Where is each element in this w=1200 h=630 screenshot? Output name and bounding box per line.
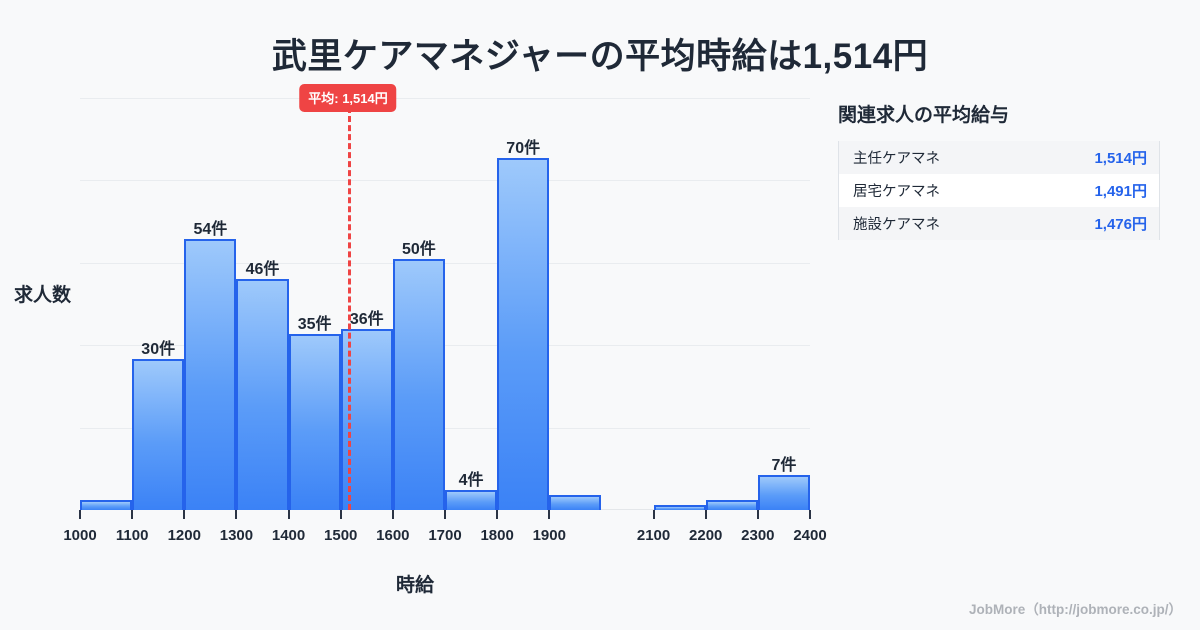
x-axis-tick-label: 1600 [376,527,410,544]
gridline [80,180,810,182]
histogram-bar[interactable] [184,238,237,510]
x-axis-tick [496,510,499,519]
y-axis-title: 求人数 [14,285,72,306]
histogram-bar[interactable] [236,278,289,510]
x-axis-tick [548,510,551,519]
plot-area: 30件 54件 46件 35件 36件 50件 4件 70件 7件 平均: 1,514円 [80,84,810,510]
related-salary-row[interactable]: 居宅ケアマネ 1,491円 [839,174,1159,207]
related-salary-row-label: 居宅ケアマネ [853,184,940,200]
histogram-bar[interactable] [80,499,133,510]
bar-value-label: 46件 [245,260,280,278]
related-salary-row[interactable]: 主任ケアマネ 1,514円 [839,141,1159,174]
histogram-bar[interactable] [497,158,550,510]
bar-value-label: 35件 [297,316,332,334]
x-axis-tick-label: 2300 [741,527,775,544]
bar-value-label: 54件 [193,220,228,238]
page-title: 武里ケアマネジャーの平均時給は1,514円 [271,37,929,76]
related-salary-heading: 関連求人の平均給与 [838,105,1010,126]
x-axis-tick-label: 1300 [219,527,254,544]
chart-container: 求人数 30件 54件 46件 35件 36件 50件 4件 70件 7件 平均: 1,514円 … [0,84,830,596]
x-axis-tick [704,510,707,519]
x-axis-tick-label: 1500 [324,527,358,544]
x-axis-tick-label: 1700 [428,527,462,544]
x-axis-tick [444,510,446,519]
x-axis-tick-label: 1800 [480,527,514,544]
x-axis-tick [131,510,134,519]
x-axis-tick [339,510,342,519]
histogram-bar[interactable] [392,258,445,510]
gridline [80,345,810,347]
x-axis-tick-label: 1100 [115,527,149,544]
bar-value-label: 50件 [402,240,436,258]
x-axis-tick [287,510,290,519]
bar-value-label: 4件 [458,471,484,489]
x-axis-tick-label: 2100 [636,527,671,544]
x-axis-tick-label: 2400 [793,527,827,544]
gridline [80,98,810,99]
x-axis-title: 時給 [395,575,434,596]
x-axis-tick-label: 1000 [63,527,97,544]
histogram-bar[interactable] [757,474,810,510]
related-salary-row-label: 主任ケアマネ [853,151,940,167]
x-axis-tick [183,510,186,519]
mean-line [348,98,351,510]
gridline [80,427,810,429]
x-axis-tick [652,510,655,519]
x-axis-tick-label: 2200 [689,527,723,544]
histogram-bar[interactable] [132,359,185,510]
x-axis-tick [809,510,811,519]
histogram-bar[interactable] [653,504,706,510]
related-salary-row[interactable]: 施設ケアマネ 1,476円 [839,207,1159,240]
histogram-bar[interactable] [705,499,758,510]
x-axis-tick-label: 1200 [167,527,201,544]
bar-value-label: 36件 [349,311,384,329]
related-salary-row-value: 1,491円 [1094,183,1147,200]
related-salary-row-value: 1,514円 [1094,150,1147,167]
bar-value-label: 30件 [141,341,176,359]
gridline [80,262,810,264]
x-axis-tick-label: 1400 [271,527,306,544]
histogram-bar[interactable] [549,494,602,510]
x-axis-tick-label: 1900 [532,527,566,544]
x-axis-tick [235,510,238,519]
related-salary-table: 主任ケアマネ 1,514円居宅ケアマネ 1,491円施設ケアマネ 1,476円 [838,141,1160,240]
related-salary-row-label: 施設ケアマネ [853,217,940,233]
x-axis-tick [79,510,81,519]
histogram-bar[interactable] [288,334,341,510]
footer-watermark: JobMore（http://jobmore.co.jp/） [969,602,1182,617]
histogram-bar[interactable] [445,489,498,510]
x-axis-tick [391,510,394,519]
bar-value-label: 70件 [506,140,541,158]
mean-badge: 平均: 1,514円 [299,84,397,112]
bar-value-label: 7件 [771,456,797,474]
related-salary-row-value: 1,476円 [1094,216,1147,233]
related-salary-panel: 関連求人の平均給与 主任ケアマネ 1,514円居宅ケアマネ 1,491円施設ケアマネ… [838,100,1168,240]
x-axis-tick [756,510,759,519]
